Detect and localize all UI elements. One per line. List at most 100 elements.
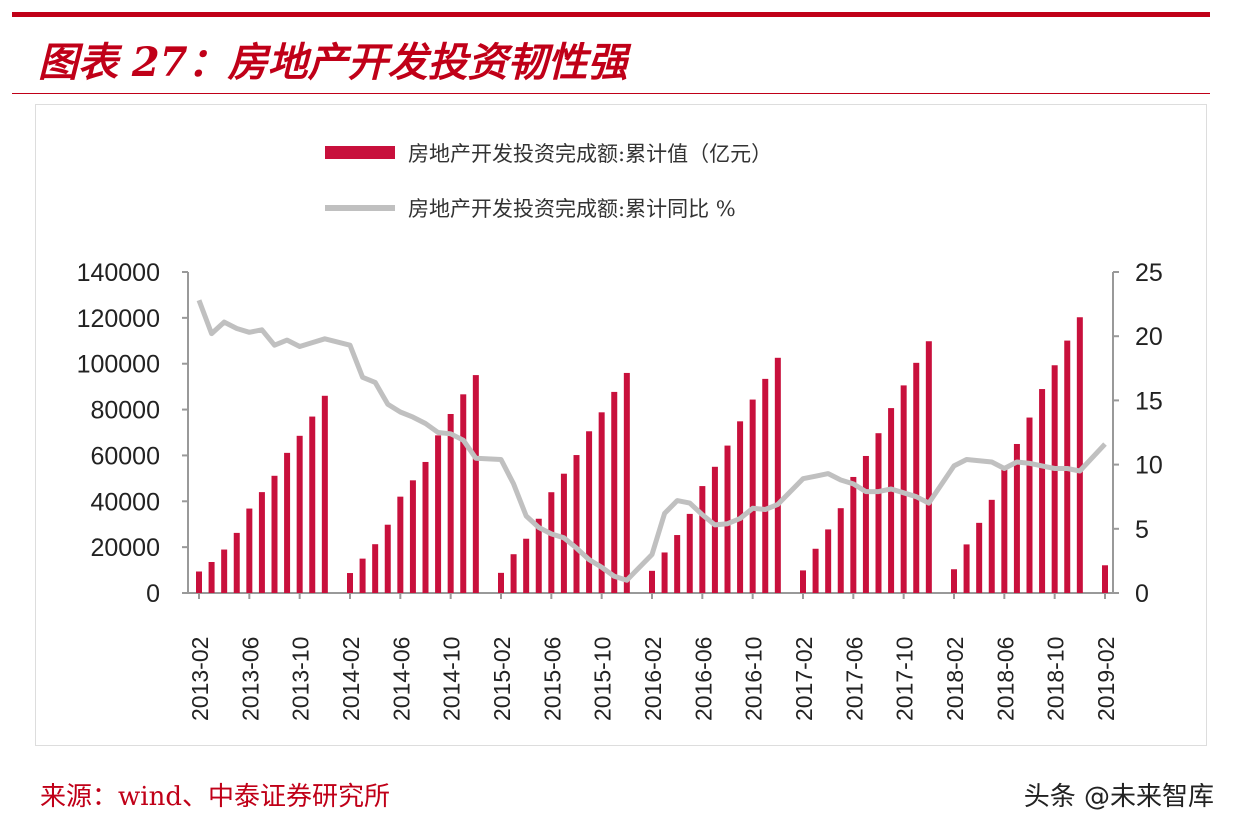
left-tick-label: 0 <box>146 580 160 608</box>
bar <box>850 476 857 593</box>
bar <box>800 570 806 593</box>
right-tick-label: 20 <box>1135 323 1163 351</box>
bar <box>875 433 882 593</box>
x-tick-label: 2013-02 <box>187 637 213 721</box>
left-tick-label: 140000 <box>77 259 160 287</box>
bar <box>296 435 303 593</box>
bar <box>548 492 555 593</box>
x-tick-label: 2016-02 <box>640 637 666 721</box>
bar <box>372 544 379 593</box>
x-tick-label: 2018-02 <box>942 637 968 721</box>
watermark: 头条 @未来智库 <box>1023 782 1214 812</box>
x-tick-label: 2017-10 <box>892 637 918 721</box>
legend-line-label: 房地产开发投资完成额:累计同比 % <box>408 197 736 221</box>
bar <box>598 412 605 593</box>
yoy-line <box>196 299 1107 583</box>
bar <box>837 508 844 593</box>
bar <box>711 466 718 593</box>
bar <box>510 554 517 593</box>
bar <box>535 518 542 593</box>
x-tick-label: 2014-02 <box>338 637 364 721</box>
left-tick-label: 20000 <box>90 534 160 562</box>
bar <box>976 522 983 593</box>
title-bottom-rule <box>12 93 1210 94</box>
bar <box>359 558 366 593</box>
bar <box>271 475 278 593</box>
x-tick-label: 2017-02 <box>791 637 817 721</box>
legend-bar-swatch <box>325 146 395 159</box>
bar <box>208 561 215 593</box>
bar <box>737 421 744 593</box>
bar <box>1013 443 1020 593</box>
bar <box>623 372 630 593</box>
x-tick-label: 2015-02 <box>489 637 515 721</box>
bar <box>774 357 781 593</box>
bar <box>435 435 442 593</box>
bar <box>900 385 907 593</box>
x-tick-label: 2013-10 <box>288 637 314 721</box>
left-tick-label: 60000 <box>90 442 160 470</box>
x-tick-label: 2015-10 <box>590 637 616 721</box>
bar <box>397 496 404 593</box>
chart-frame <box>35 104 1207 746</box>
bar <box>963 544 970 593</box>
bar <box>1001 465 1008 593</box>
bar <box>699 486 706 593</box>
left-tick-label: 120000 <box>77 305 160 333</box>
bar <box>951 569 957 593</box>
bar <box>586 431 593 593</box>
bar <box>1102 565 1108 593</box>
bar <box>246 508 253 593</box>
bar <box>862 455 869 593</box>
bar <box>523 538 530 593</box>
bar <box>812 548 819 593</box>
x-tick-label: 2013-06 <box>237 637 263 721</box>
bar <box>888 408 895 593</box>
bar <box>913 362 920 593</box>
x-tick-label: 2016-06 <box>690 637 716 721</box>
x-tick-label: 2017-06 <box>841 637 867 721</box>
title-top-rule <box>12 12 1210 17</box>
bar <box>321 395 328 593</box>
x-tick-label: 2015-06 <box>539 637 565 721</box>
bar <box>472 375 479 593</box>
bar <box>724 445 731 593</box>
bar <box>196 571 202 593</box>
bar <box>221 549 228 593</box>
bar <box>573 455 580 593</box>
bar <box>258 492 265 593</box>
bar <box>825 529 832 593</box>
right-tick-label: 25 <box>1135 259 1163 287</box>
bar <box>384 524 391 593</box>
bar <box>560 473 567 593</box>
bar <box>649 570 655 593</box>
x-tick-label: 2014-06 <box>388 637 414 721</box>
bar <box>498 572 504 593</box>
bar <box>988 499 995 593</box>
x-tick-label: 2019-02 <box>1093 637 1119 721</box>
right-tick-label: 10 <box>1135 452 1163 480</box>
bar <box>762 378 769 593</box>
right-tick-label: 0 <box>1135 580 1149 608</box>
bar <box>925 341 932 593</box>
bar <box>447 413 454 593</box>
bar <box>611 391 618 593</box>
x-tick-label: 2018-06 <box>992 637 1018 721</box>
source-note: 来源：wind、中泰证券研究所 <box>40 782 390 812</box>
left-tick-label: 80000 <box>90 397 160 425</box>
bar <box>233 532 240 593</box>
bar <box>1039 389 1046 593</box>
left-tick-label: 40000 <box>90 488 160 516</box>
x-tick-label: 2014-10 <box>439 637 465 721</box>
bar <box>1026 417 1033 593</box>
legend-bar-label: 房地产开发投资完成额:累计值（亿元） <box>408 142 772 166</box>
bar <box>284 452 291 593</box>
right-tick-label: 5 <box>1135 516 1149 544</box>
bar <box>686 513 693 593</box>
x-tick-label: 2016-10 <box>741 637 767 721</box>
bar <box>460 394 467 593</box>
bar <box>422 461 429 593</box>
bar <box>661 552 668 593</box>
figure-title: 图表 27：房地产开发投资韧性强 <box>38 39 628 86</box>
bar <box>1076 317 1083 593</box>
